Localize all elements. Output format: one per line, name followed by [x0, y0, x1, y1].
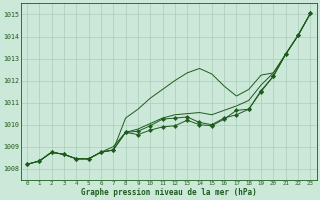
X-axis label: Graphe pression niveau de la mer (hPa): Graphe pression niveau de la mer (hPa)	[81, 188, 257, 197]
